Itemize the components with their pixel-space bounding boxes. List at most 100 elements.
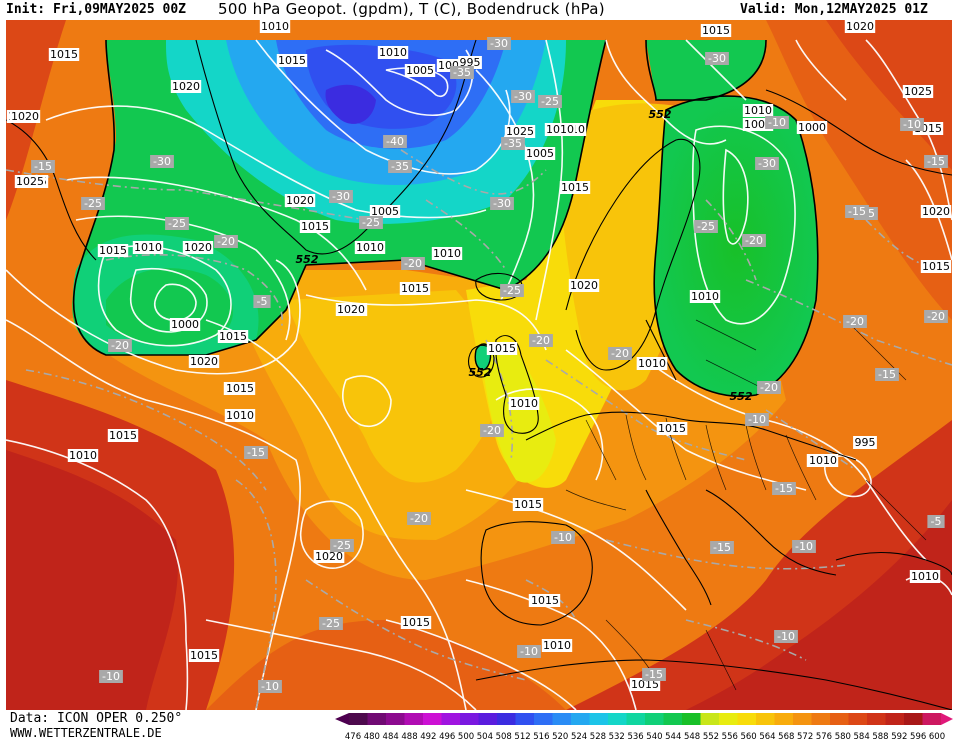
isobar-label: 1020 [922, 205, 950, 218]
coast-sweden-baltic [645, 319, 677, 381]
isobar-label-bg [404, 64, 436, 77]
isotherm-label: -10 [795, 540, 813, 553]
isotherm-label: -10 [748, 413, 766, 426]
coast-scandinavia [565, 138, 701, 371]
isotherm-label-bg [608, 347, 632, 360]
isobar-label-bg [169, 318, 201, 331]
isotherm-label-bg [81, 197, 105, 210]
color-legend: 476 480 484 488 492 496 500 504 508 512 516 520 524 5… [335, 712, 959, 742]
legend-swatch [663, 713, 682, 725]
legend-tick-label: 548 [684, 732, 700, 741]
isobar-label: 1015 [658, 422, 686, 435]
isobar-label-bg [568, 279, 600, 292]
isobar-label-bg [508, 397, 540, 410]
isobar-label-bg [170, 80, 202, 93]
coast-ireland [467, 344, 495, 378]
isotherm-label-bg [330, 539, 354, 552]
isobar-label: 995 [460, 56, 481, 69]
field-c-amber2 [286, 290, 506, 483]
isobar-label: 1015 [488, 342, 516, 355]
legend-tick-label: 584 [854, 732, 870, 741]
isotherm-label: -5 [931, 515, 942, 528]
legend-tick-label: 504 [477, 732, 493, 741]
isotherm-label: -15 [848, 205, 866, 218]
isobar-label: 1005 [526, 147, 554, 160]
coast-russia [765, 89, 952, 176]
isobar-label: 1000 [171, 318, 199, 331]
isobar-label: 1015 [278, 54, 306, 67]
isobar-label-bg [400, 616, 432, 629]
isobar-label: 1020 [570, 279, 598, 292]
legend-tick-label: 572 [797, 732, 813, 741]
isobar-label: 1015 [219, 330, 247, 343]
color-legend-bar: 476 480 484 488 492 496 500 504 508 512 516 520 524 5… [335, 713, 953, 742]
legend-swatch [756, 713, 775, 725]
isotherm-label-bg [244, 446, 268, 459]
init-time: Init: Fri,09MAY2025 00Z [6, 2, 187, 17]
isobar-label-bg [182, 241, 214, 254]
legend-swatch [386, 713, 405, 725]
isobar-label-bg [524, 147, 556, 160]
isotherm-label-bg [900, 118, 924, 131]
legend-tick-label: 488 [401, 732, 417, 741]
isobar-label-bg [97, 244, 129, 257]
isotherm-label: -15 [878, 368, 896, 381]
coastlines [6, 39, 952, 710]
isotherm-label: -20 [745, 234, 763, 247]
coast-continent [525, 411, 857, 461]
isobar-label: 1020 [11, 110, 39, 123]
legend-swatch [793, 713, 812, 725]
isotherm-label: -30 [758, 157, 776, 170]
isotherm-label-bg [924, 155, 948, 168]
legend-tick-label: 524 [571, 732, 587, 741]
isobar-label-bg [217, 330, 249, 343]
legend-tick-label: 500 [458, 732, 474, 741]
isotherm-label-bg [875, 368, 899, 381]
legend-swatch [441, 713, 460, 725]
isobar-label-bg [313, 550, 345, 563]
isotherm-label-bg [165, 217, 189, 230]
isotherm-label: -25 [168, 217, 186, 230]
legend-swatch [608, 713, 627, 725]
isotherm-label: -10 [768, 116, 786, 129]
isotherm-label-bg [517, 645, 541, 658]
isobar-label-bg [224, 382, 256, 395]
contour-552-labels: 552 552 552 552 [296, 108, 753, 403]
legend-swatch [423, 713, 442, 725]
legend-swatch [867, 713, 886, 725]
isotherm-label: -15 [34, 160, 52, 173]
coast-lab [6, 119, 97, 261]
legend-swatch [515, 713, 534, 725]
coast-iberia [480, 521, 593, 626]
coast-britain [495, 335, 539, 434]
geopotential-552-label: 552 [296, 253, 319, 266]
isotherm-label-bg [511, 90, 535, 103]
isotherm-label-bg [843, 315, 867, 328]
isotherm-label-bg [710, 541, 734, 554]
isobar-label-bg [299, 220, 331, 233]
legend-tick-label: 480 [364, 732, 380, 741]
isotherm-label: -35 [453, 66, 471, 79]
isobar-label-bg [844, 20, 876, 33]
isobar-label-bg [700, 24, 732, 37]
isotherm-label-bg [383, 135, 407, 148]
isotherm-label: -20 [483, 424, 501, 437]
field-east-green [654, 96, 818, 397]
isobar-label: 1010 [691, 290, 719, 303]
isobar-label-bg [188, 355, 220, 368]
isotherm-label-bg [490, 197, 514, 210]
isotherm-label: -20 [410, 512, 428, 525]
isobar-label: 1010 [638, 357, 666, 370]
legend-swatch [700, 713, 719, 725]
isotherm-label-bg [924, 310, 948, 323]
isotherm-label-bg [745, 413, 769, 426]
isobar-label: 1010 [744, 104, 772, 117]
legend-max-arrow [941, 713, 953, 725]
isobar-label-bg [132, 241, 164, 254]
isotherm-label: -10 [554, 531, 572, 544]
coast-turkey [835, 551, 952, 576]
legend-tick-label: 496 [439, 732, 455, 741]
isobar-label: 1010 [911, 570, 939, 583]
isotherm-label: -40 [386, 135, 404, 148]
